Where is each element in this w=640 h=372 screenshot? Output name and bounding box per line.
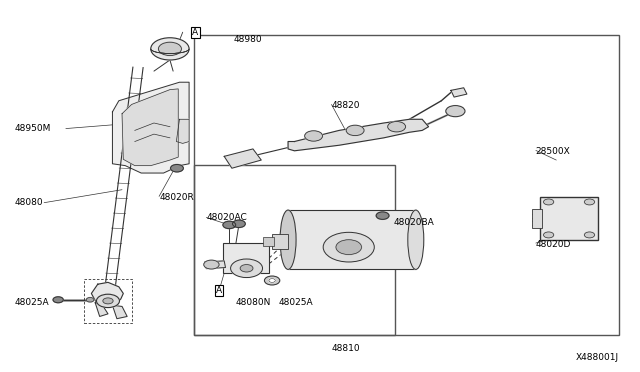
Text: 48025A: 48025A — [15, 298, 49, 307]
Polygon shape — [451, 88, 467, 97]
Polygon shape — [113, 305, 127, 319]
Circle shape — [269, 279, 275, 282]
Polygon shape — [92, 282, 124, 305]
Polygon shape — [113, 82, 189, 173]
Text: 48020BA: 48020BA — [394, 218, 434, 227]
Circle shape — [230, 259, 262, 278]
Circle shape — [204, 260, 219, 269]
Polygon shape — [224, 149, 261, 168]
Polygon shape — [205, 261, 225, 269]
Polygon shape — [288, 119, 429, 151]
Text: 48980: 48980 — [234, 35, 262, 44]
Circle shape — [53, 297, 63, 303]
Bar — [540, 197, 598, 240]
Circle shape — [97, 294, 120, 308]
Bar — [532, 209, 541, 228]
Circle shape — [584, 232, 595, 238]
Ellipse shape — [408, 210, 424, 269]
Bar — [288, 210, 416, 269]
Polygon shape — [95, 303, 108, 317]
Bar — [272, 234, 288, 249]
Text: 48080: 48080 — [15, 198, 44, 207]
Circle shape — [223, 221, 236, 229]
Circle shape — [446, 106, 465, 117]
Circle shape — [305, 131, 323, 141]
Circle shape — [159, 42, 181, 55]
Text: 48810: 48810 — [332, 344, 360, 353]
Polygon shape — [176, 119, 189, 143]
Ellipse shape — [280, 210, 296, 269]
Bar — [193, 164, 396, 335]
Bar — [193, 35, 619, 335]
Text: 48020AC: 48020AC — [206, 213, 247, 222]
Circle shape — [543, 232, 554, 238]
Text: A: A — [193, 28, 198, 37]
Text: 48080N: 48080N — [236, 298, 271, 307]
Text: 48950M: 48950M — [15, 124, 51, 133]
Bar — [223, 243, 269, 273]
Circle shape — [171, 164, 183, 172]
Circle shape — [151, 38, 189, 60]
Circle shape — [543, 199, 554, 205]
Circle shape — [388, 122, 406, 132]
Polygon shape — [122, 89, 178, 166]
Circle shape — [232, 220, 245, 228]
Circle shape — [240, 264, 253, 272]
Text: 48025A: 48025A — [278, 298, 313, 307]
Circle shape — [346, 125, 364, 136]
Circle shape — [86, 298, 94, 302]
Text: 48820: 48820 — [332, 101, 360, 110]
Circle shape — [584, 199, 595, 205]
Text: A: A — [216, 286, 222, 295]
Text: 48020R: 48020R — [159, 193, 194, 202]
Circle shape — [336, 240, 362, 254]
Text: 48020D: 48020D — [536, 240, 572, 249]
Circle shape — [376, 212, 389, 219]
Text: 28500X: 28500X — [536, 147, 571, 156]
Circle shape — [103, 298, 113, 304]
Text: X488001J: X488001J — [576, 353, 619, 362]
Circle shape — [323, 232, 374, 262]
Circle shape — [264, 276, 280, 285]
Bar — [262, 237, 274, 246]
